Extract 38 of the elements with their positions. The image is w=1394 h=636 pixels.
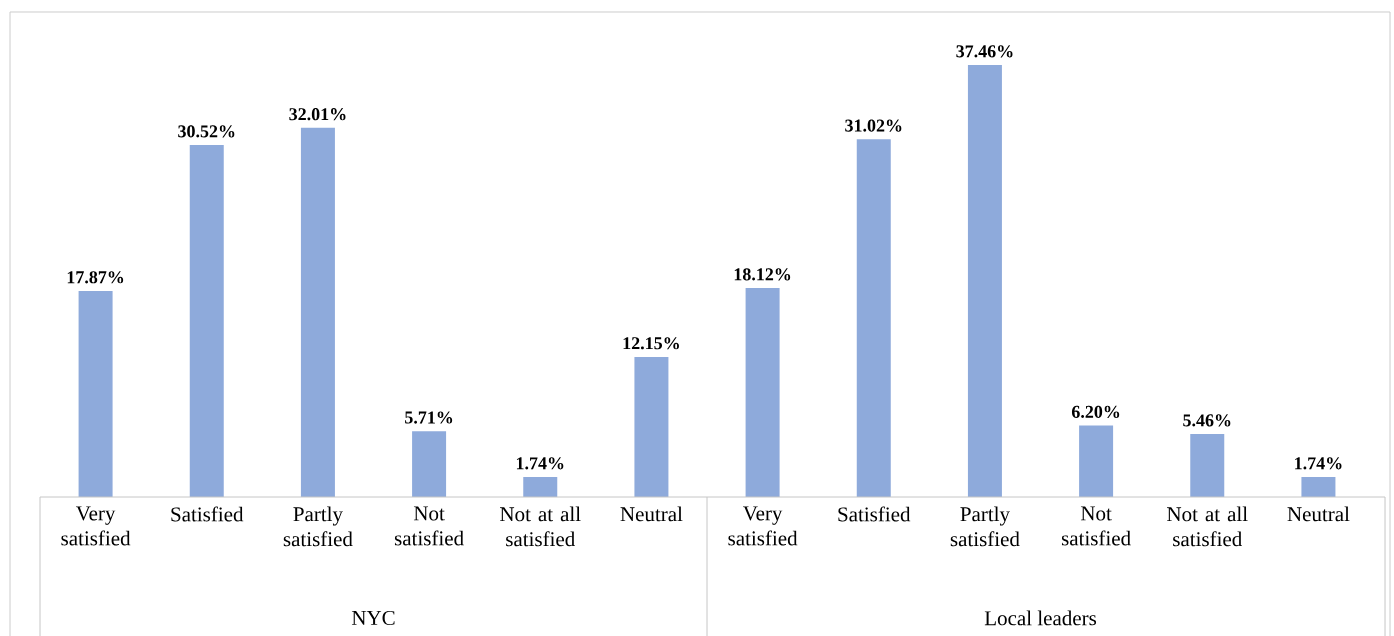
bar [412, 431, 447, 497]
x-tick-label: Very satisfied [728, 506, 798, 546]
bar [1079, 425, 1114, 497]
bar [523, 476, 558, 497]
data-label: 17.87% [67, 271, 124, 284]
data-label: 30.52% [178, 125, 235, 138]
bar [634, 356, 669, 497]
x-tick-label: Not satisfied [394, 506, 464, 546]
bar [189, 145, 224, 497]
x-tick-label: Satisfied [171, 506, 244, 522]
x-tick-label: Partly satisfied [283, 506, 353, 547]
data-label: 1.74% [1295, 457, 1342, 470]
bar [78, 290, 113, 497]
x-tick-label: Not at all satisfied [1167, 506, 1248, 547]
x-tick-label: Not satisfied [1061, 506, 1131, 546]
x-tick-label: Neutral [1287, 506, 1350, 522]
data-label: 5.71% [405, 411, 453, 424]
data-label: 1.74% [516, 457, 564, 470]
data-label: 32.01% [289, 108, 346, 121]
bar [856, 139, 891, 497]
bar [967, 64, 1002, 497]
x-tick-label: Neutral [620, 506, 683, 522]
bar [1301, 476, 1336, 497]
x-axis-title: Local leaders [984, 610, 1097, 626]
x-tick-label: Satisfied [838, 506, 911, 522]
x-tick-label: Not at all satisfied [500, 506, 581, 547]
data-label: 37.46% [956, 45, 1013, 58]
bar [1190, 434, 1225, 497]
data-label: 5.46% [1183, 414, 1231, 427]
x-tick-label: Partly satisfied [950, 506, 1020, 547]
data-label: 12.15% [623, 337, 679, 350]
x-axis-title: NYC [351, 610, 395, 626]
bar [745, 288, 780, 497]
data-label: 6.20% [1071, 405, 1120, 418]
data-label: 31.02% [845, 119, 902, 132]
x-tick-label: Very satisfied [61, 506, 131, 546]
bar [300, 127, 335, 497]
data-label: 18.12% [734, 268, 791, 281]
